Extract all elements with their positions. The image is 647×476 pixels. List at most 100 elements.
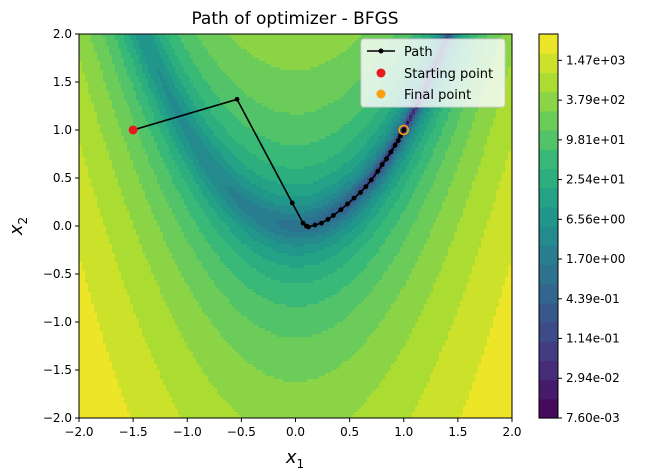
- contour-cell: [160, 157, 164, 161]
- contour-cell: [100, 172, 104, 176]
- contour-cell: [193, 46, 197, 50]
- contour-cell: [82, 349, 86, 353]
- contour-cell: [166, 373, 170, 377]
- contour-cell: [160, 172, 164, 176]
- contour-cell: [97, 166, 101, 170]
- contour-cell: [115, 274, 119, 278]
- contour-cell: [184, 250, 188, 254]
- contour-cell: [103, 358, 107, 362]
- contour-cell: [85, 226, 89, 230]
- contour-cell: [106, 163, 110, 167]
- contour-cell: [148, 190, 152, 194]
- contour-cell: [163, 181, 167, 185]
- contour-cell: [109, 169, 113, 173]
- contour-cell: [139, 400, 143, 404]
- contour-cell: [151, 46, 155, 50]
- contour-cell: [148, 373, 152, 377]
- contour-cell: [178, 397, 182, 401]
- contour-cell: [106, 181, 110, 185]
- contour-cell: [184, 226, 188, 230]
- contour-cell: [172, 85, 176, 89]
- contour-cell: [193, 256, 197, 260]
- contour-cell: [184, 94, 188, 98]
- contour-cell: [160, 268, 164, 272]
- contour-cell: [103, 151, 107, 155]
- contour-cell: [151, 238, 155, 242]
- contour-cell: [130, 178, 134, 182]
- contour-cell: [109, 328, 113, 332]
- contour-cell: [151, 139, 155, 143]
- contour-cell: [103, 94, 107, 98]
- contour-cell: [100, 307, 104, 311]
- contour-cell: [166, 37, 170, 41]
- contour-cell: [193, 103, 197, 107]
- contour-cell: [172, 292, 176, 296]
- contour-cell: [166, 76, 170, 80]
- contour-cell: [85, 331, 89, 335]
- contour-cell: [115, 241, 119, 245]
- contour-cell: [175, 109, 179, 113]
- contour-cell: [109, 175, 113, 179]
- contour-cell: [85, 85, 89, 89]
- contour-cell: [82, 412, 86, 416]
- contour-cell: [178, 70, 182, 74]
- contour-cell: [172, 247, 176, 251]
- contour-cell: [79, 259, 83, 263]
- contour-cell: [145, 226, 149, 230]
- contour-cell: [103, 415, 107, 418]
- contour-cell: [160, 340, 164, 344]
- contour-cell: [100, 169, 104, 173]
- contour-cell: [97, 163, 101, 167]
- contour-cell: [154, 235, 158, 239]
- contour-cell: [127, 316, 131, 320]
- contour-cell: [142, 109, 146, 113]
- contour-cell: [91, 253, 95, 257]
- contour-cell: [94, 181, 98, 185]
- contour-cell: [79, 382, 83, 386]
- contour-cell: [79, 145, 83, 149]
- contour-cell: [187, 319, 191, 323]
- contour-cell: [94, 331, 98, 335]
- contour-cell: [184, 403, 188, 407]
- contour-cell: [121, 157, 125, 161]
- contour-cell: [184, 61, 188, 65]
- contour-cell: [172, 67, 176, 71]
- contour-cell: [115, 394, 119, 398]
- contour-cell: [103, 385, 107, 389]
- contour-cell: [178, 367, 182, 371]
- contour-cell: [94, 298, 98, 302]
- contour-cell: [190, 241, 194, 245]
- contour-cell: [139, 223, 143, 227]
- contour-cell: [121, 391, 125, 395]
- contour-cell: [172, 61, 176, 65]
- contour-cell: [172, 46, 176, 50]
- contour-cell: [187, 118, 191, 122]
- contour-cell: [115, 376, 119, 380]
- contour-cell: [142, 97, 146, 101]
- contour-cell: [190, 349, 194, 353]
- contour-cell: [97, 298, 101, 302]
- contour-cell: [97, 385, 101, 389]
- contour-cell: [175, 160, 179, 164]
- contour-cell: [178, 334, 182, 338]
- contour-cell: [82, 91, 86, 95]
- contour-cell: [163, 175, 167, 179]
- contour-cell: [112, 55, 116, 59]
- contour-cell: [79, 115, 83, 119]
- contour-cell: [157, 376, 161, 380]
- contour-cell: [109, 298, 113, 302]
- contour-cell: [124, 145, 128, 149]
- contour-cell: [106, 100, 110, 104]
- contour-cell: [103, 169, 107, 173]
- contour-cell: [139, 388, 143, 392]
- contour-cell: [145, 139, 149, 143]
- contour-cell: [148, 412, 152, 416]
- contour-cell: [193, 118, 197, 122]
- contour-cell: [181, 220, 185, 224]
- contour-cell: [160, 73, 164, 77]
- contour-cell: [142, 388, 146, 392]
- contour-cell: [127, 217, 131, 221]
- contour-cell: [91, 178, 95, 182]
- contour-cell: [124, 352, 128, 356]
- contour-cell: [79, 85, 83, 89]
